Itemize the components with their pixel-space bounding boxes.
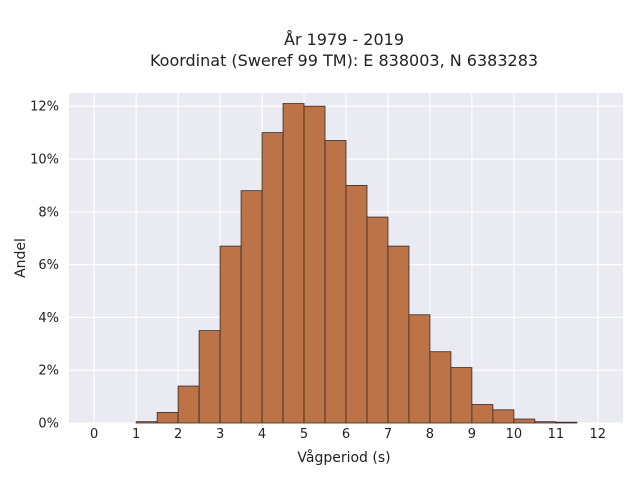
x-tick-label: 10 <box>506 427 523 442</box>
y-tick-label: 6% <box>38 258 59 273</box>
histogram-bar <box>450 367 473 424</box>
histogram-bar <box>492 409 515 424</box>
histogram-bar <box>345 184 368 424</box>
histogram-bar <box>198 330 221 424</box>
chart-title-line-1: År 1979 - 2019 <box>284 30 404 49</box>
x-tick-label: 1 <box>132 427 140 442</box>
y-tick-label: 2% <box>38 364 59 379</box>
x-axis-ticks: 0 1 2 3 4 5 6 7 8 9 10 11 12 <box>90 427 606 442</box>
y-tick-label: 4% <box>38 311 59 326</box>
y-tick-label: 12% <box>30 100 59 115</box>
histogram-bar <box>135 421 158 424</box>
histogram-bar <box>240 190 263 424</box>
histogram-bar <box>387 245 410 424</box>
x-tick-label: 7 <box>384 427 392 442</box>
x-tick-label: 5 <box>300 427 308 442</box>
x-tick-label: 8 <box>426 427 434 442</box>
histogram-bar <box>534 421 557 424</box>
x-tick-label: 6 <box>342 427 350 442</box>
histogram-bar <box>408 314 431 424</box>
histogram-bar <box>177 385 200 424</box>
x-axis-label: Vågperiod (s) <box>297 449 390 466</box>
histogram-bars <box>135 103 578 424</box>
x-tick-label: 0 <box>90 427 98 442</box>
y-axis-ticks: 0% 2% 4% 6% 8% 10% 12% <box>30 100 59 432</box>
histogram-bar <box>366 216 389 424</box>
x-tick-label: 4 <box>258 427 266 442</box>
y-tick-label: 8% <box>38 205 59 220</box>
x-tick-label: 9 <box>468 427 476 442</box>
y-tick-label: 0% <box>38 417 59 432</box>
x-tick-label: 2 <box>174 427 182 442</box>
x-tick-label: 12 <box>590 427 607 442</box>
histogram-bar <box>282 103 305 424</box>
chart-title-line-2: Koordinat (Sweref 99 TM): E 838003, N 63… <box>150 51 538 70</box>
y-tick-label: 10% <box>30 153 59 168</box>
histogram-bar <box>261 132 284 424</box>
histogram-bar <box>429 351 452 424</box>
histogram-bar <box>324 140 347 424</box>
histogram-bar <box>156 412 179 424</box>
x-tick-label: 11 <box>548 427 565 442</box>
histogram-bar <box>555 421 578 424</box>
histogram-bar <box>471 404 494 424</box>
histogram-bar <box>513 418 536 424</box>
histogram-bar <box>303 105 326 424</box>
x-tick-label: 3 <box>216 427 224 442</box>
y-axis-label: Andel <box>13 238 29 278</box>
histogram-bar <box>219 245 242 424</box>
